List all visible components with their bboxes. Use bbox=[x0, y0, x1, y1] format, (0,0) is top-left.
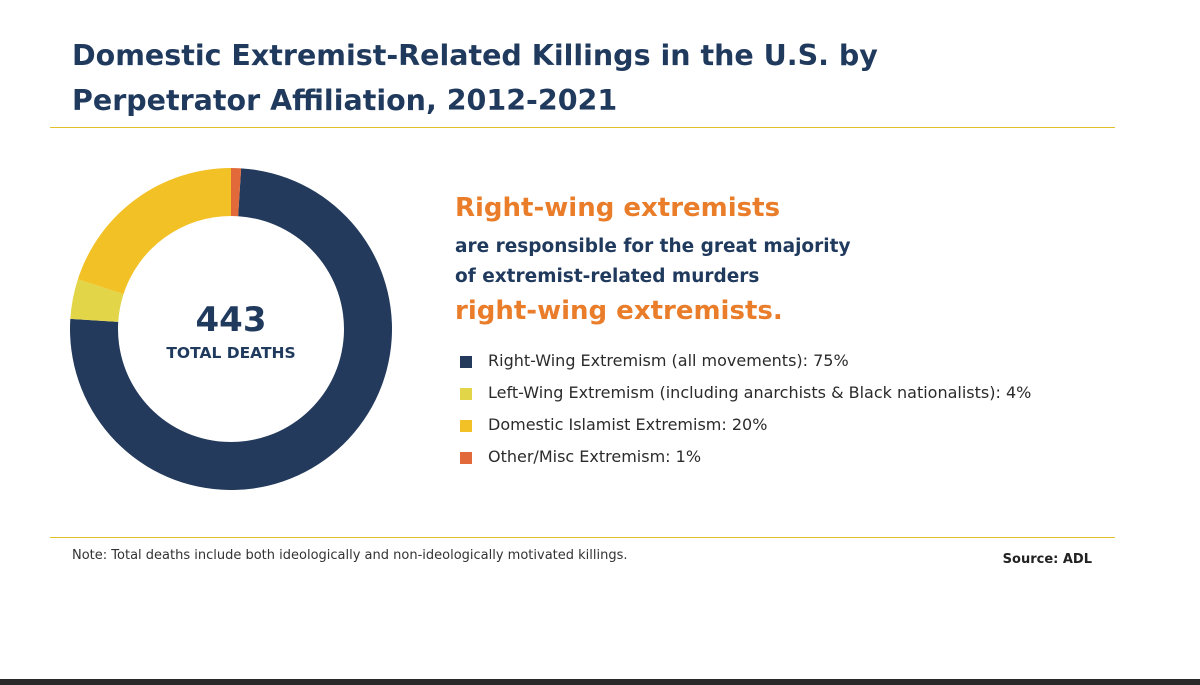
donut-slice-1 bbox=[70, 279, 124, 322]
top-divider bbox=[50, 127, 1115, 128]
total-deaths-label: TOTAL DEATHS bbox=[166, 344, 296, 362]
legend-swatch bbox=[460, 452, 472, 464]
headline-sub-2: of extremist-related murders bbox=[455, 266, 760, 287]
donut-slice-0 bbox=[70, 168, 392, 490]
legend-label: Left-Wing Extremism (including anarchist… bbox=[488, 383, 1032, 402]
source-credit: Source: ADL bbox=[1002, 552, 1092, 567]
legend-label: Right-Wing Extremism (all movements): 75… bbox=[488, 351, 849, 370]
legend-swatch bbox=[460, 420, 472, 432]
legend-label: Other/Misc Extremism: 1% bbox=[488, 447, 702, 466]
footnote: Note: Total deaths include both ideologi… bbox=[72, 548, 628, 563]
donut-slice-2 bbox=[77, 168, 231, 295]
donut-slice-3 bbox=[231, 168, 242, 217]
donut-chart bbox=[70, 168, 392, 490]
headline-primary: Right-wing extremists bbox=[455, 193, 781, 223]
headline-secondary: right-wing extremists. bbox=[455, 296, 783, 326]
headline-sub-1: are responsible for the great majority bbox=[455, 236, 851, 257]
legend-swatch bbox=[460, 388, 472, 400]
bottom-divider bbox=[50, 537, 1115, 538]
legend-swatch bbox=[460, 356, 472, 368]
window-bottom-bar bbox=[0, 679, 1200, 685]
chart-title: Domestic Extremist-Related Killings in t… bbox=[72, 39, 878, 117]
total-deaths-value: 443 bbox=[195, 300, 267, 340]
legend-label: Domestic Islamist Extremism: 20% bbox=[488, 415, 768, 434]
